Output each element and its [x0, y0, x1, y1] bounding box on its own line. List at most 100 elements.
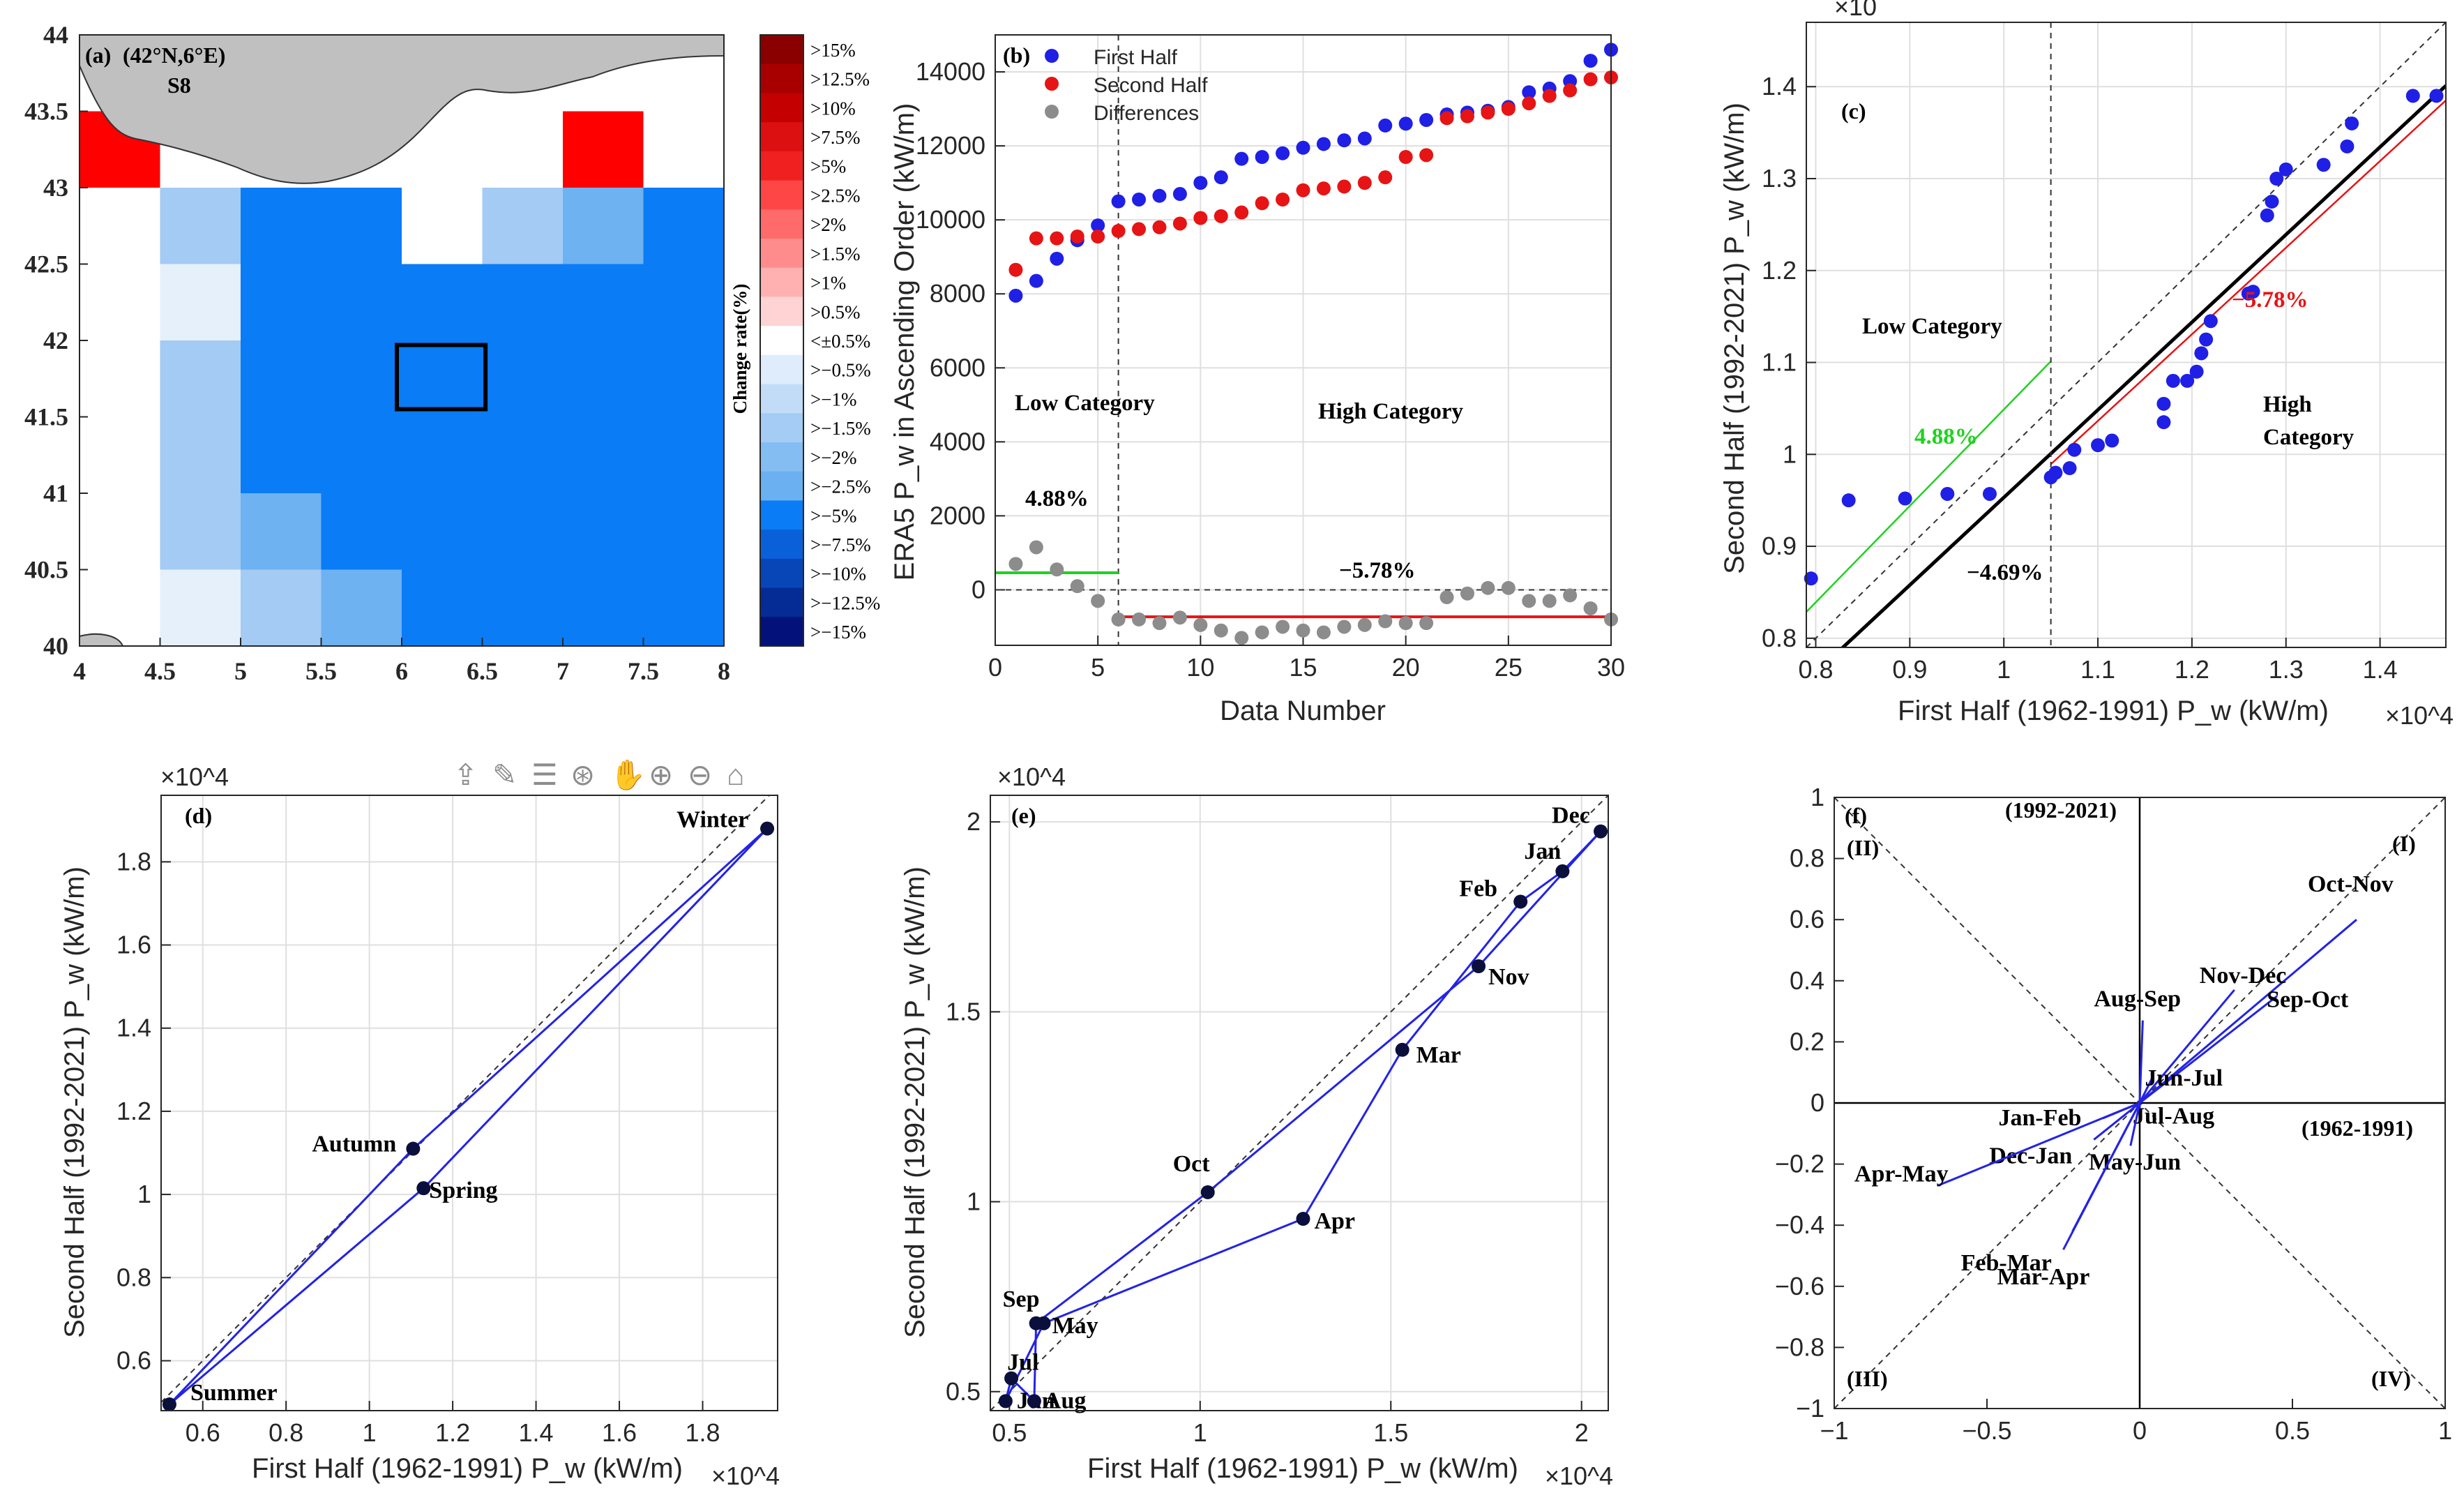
vector-label: Jan-Feb [1998, 1105, 2081, 1131]
month-point [1594, 824, 1608, 839]
month-point [1296, 1212, 1310, 1226]
y-tick-label: 43.5 [24, 98, 68, 126]
grid-cell [160, 264, 241, 340]
point-second-half [1522, 96, 1536, 111]
point-first-half [1234, 151, 1249, 166]
data-point [2429, 89, 2444, 103]
point-first-half [1193, 176, 1208, 190]
rotate-icon[interactable]: ⊛ [570, 758, 595, 791]
colorbar-frame [759, 34, 804, 647]
point-differences [1172, 610, 1187, 625]
y-tick-label: 41.5 [24, 403, 68, 431]
data-point [1898, 491, 1912, 506]
vector-label: Feb-Mar [1961, 1250, 2052, 1276]
y-tick-label: 0 [972, 575, 985, 603]
zoom-out-icon[interactable]: ⊖ [688, 758, 712, 791]
x-tick-label: 5 [234, 657, 247, 685]
y-tick-label: −0.8 [1775, 1332, 1824, 1361]
y-tick-label: 44 [43, 21, 68, 49]
axes-frame [995, 34, 1612, 646]
point-differences [1501, 580, 1516, 595]
x-tick-label: 1 [1997, 655, 2011, 684]
month-point [1472, 959, 1486, 973]
point-first-half [1172, 187, 1187, 202]
month-label: Apr [1314, 1208, 1355, 1234]
grid-cell [160, 188, 241, 264]
legend-label: Differences [1094, 102, 1199, 125]
data-point [2156, 415, 2171, 430]
y-axis-label: Second Half (1992-2021) P_w (kW/m) [900, 866, 930, 1338]
point-second-half [1583, 72, 1598, 87]
point-first-half [1296, 140, 1310, 155]
month-label: Aug [1044, 1388, 1086, 1413]
grid-cell [160, 493, 241, 570]
no-data-cell [402, 188, 483, 264]
point-differences [1152, 616, 1167, 631]
colorbar-label: >2.5% [810, 185, 860, 206]
point-first-half [1583, 54, 1598, 68]
y-tick-label: 2000 [930, 501, 985, 530]
data-point [2048, 465, 2063, 480]
annotation-overall-change: −4.69% [1967, 560, 2043, 585]
vector-label: Nov-Dec [2200, 963, 2287, 989]
point-second-half [1111, 224, 1126, 239]
point-first-half [1091, 218, 1105, 233]
point-differences [1563, 588, 1578, 603]
vector-label: Jul-Aug [2133, 1104, 2214, 1129]
home-icon[interactable]: ⌂ [727, 758, 744, 791]
data-point [2062, 461, 2077, 476]
figure-toolbar[interactable]: ⇪ ✎ ☰ ⊛ ✋ ⊕ ⊖ ⌂ [453, 758, 744, 791]
change-vector [1937, 1102, 2140, 1187]
grid-cell [160, 569, 241, 646]
point-first-half [1111, 194, 1126, 209]
vector-label: May-Jun [2089, 1149, 2181, 1175]
export-icon[interactable]: ⇪ [453, 758, 478, 791]
y-tick-label: 0.5 [946, 1377, 981, 1406]
change-vector [2129, 1102, 2141, 1146]
colorbar-segment [760, 93, 803, 123]
point-second-half [1070, 230, 1084, 244]
brush-icon[interactable]: ✎ [492, 758, 517, 791]
y-tick-label: 6000 [930, 353, 985, 382]
annotation-low-change: 4.88% [1025, 486, 1089, 511]
y-tick-label: 10000 [916, 205, 985, 234]
y-tick-label: 0.9 [1762, 532, 1797, 560]
point-second-half [1234, 205, 1249, 220]
vector-label: Apr-May [1854, 1161, 1949, 1187]
point-second-half [1542, 89, 1557, 103]
colorbar-segment [760, 354, 803, 385]
data-point [2067, 442, 2082, 457]
data-point [2405, 89, 2420, 103]
colorbar-label: <±0.5% [810, 331, 870, 352]
panel-label: (e) [1011, 803, 1036, 828]
pan-icon[interactable]: ✋ [610, 758, 646, 791]
point-differences [1337, 620, 1352, 634]
y-tick-label: 0.4 [1790, 966, 1824, 995]
point-differences [1050, 562, 1064, 577]
colorbar-label: >−5% [810, 505, 856, 526]
vector-label: Mar-Apr [1997, 1264, 2090, 1290]
reference-dashed-line [1806, 22, 2446, 647]
y-tick-label: 40.5 [24, 556, 68, 584]
y-tick-label: 1.3 [1762, 164, 1797, 193]
season-point [162, 1397, 176, 1412]
y-tick-label: 0.8 [1762, 624, 1797, 652]
colorbar-segment [760, 122, 803, 152]
datatip-icon[interactable]: ☰ [531, 758, 558, 791]
annotation-high-change: −5.78% [1339, 558, 1416, 583]
x-tick-label: 5.5 [305, 657, 337, 685]
y-axis-label: Second Half (1992-2021) P_w (kW/m) [1719, 103, 1750, 574]
colorbar-label: >−15% [810, 622, 866, 643]
x-exponent: ×10^4 [711, 1462, 780, 1490]
data-point [2105, 433, 2119, 448]
grid-cell [321, 569, 402, 646]
zoom-in-icon[interactable]: ⊕ [649, 758, 673, 791]
point-differences [1111, 612, 1126, 626]
data-point [2260, 208, 2274, 223]
x-exponent: ×10^4 [1545, 1462, 1613, 1490]
reference-dashed-line [990, 795, 1609, 1411]
x-tick-label: 2 [1575, 1418, 1589, 1447]
y-tick-label: 4000 [930, 427, 985, 456]
point-differences [1460, 586, 1474, 601]
x-tick-label: 0 [2133, 1416, 2147, 1445]
